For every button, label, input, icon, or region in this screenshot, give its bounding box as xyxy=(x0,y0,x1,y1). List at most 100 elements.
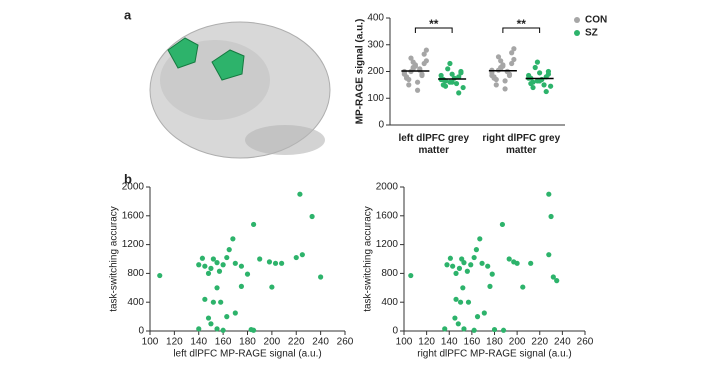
data-point xyxy=(543,88,549,95)
data-point xyxy=(238,263,245,269)
data-point xyxy=(214,285,220,291)
data-point xyxy=(297,191,303,197)
data-point xyxy=(479,260,485,266)
y-tick-label: 1600 xyxy=(122,210,145,221)
data-point xyxy=(481,310,487,316)
y-tick-label: 1600 xyxy=(376,210,399,221)
data-point xyxy=(438,72,444,79)
x-tick-label: left dlPFC grey matter xyxy=(398,133,470,156)
data-point xyxy=(293,254,299,261)
data-point xyxy=(220,262,226,268)
data-point xyxy=(546,252,552,258)
data-point xyxy=(520,284,526,290)
data-point xyxy=(250,221,257,228)
data-point xyxy=(279,260,285,266)
y-tick-label: 200 xyxy=(367,66,384,77)
data-point xyxy=(500,63,506,69)
data-point xyxy=(506,256,512,262)
data-point xyxy=(534,59,541,65)
y-tick-label: 400 xyxy=(127,297,144,308)
data-point xyxy=(458,70,464,76)
data-point xyxy=(157,272,163,279)
data-point xyxy=(548,83,554,89)
y-tick-label: 100 xyxy=(367,93,384,104)
data-point xyxy=(511,46,517,52)
x-tick-label: 160 xyxy=(464,337,481,348)
data-point xyxy=(220,327,226,333)
x-tick-label: 240 xyxy=(554,337,571,348)
data-point xyxy=(224,314,230,320)
data-point xyxy=(417,66,423,72)
x-tick-label: 140 xyxy=(190,337,207,348)
y-tick-label: 2000 xyxy=(122,182,145,193)
y-tick-label: 300 xyxy=(367,39,384,50)
data-point xyxy=(502,78,508,84)
data-point xyxy=(299,252,305,258)
data-point xyxy=(545,71,552,77)
y-axis-label: task-switching accuracy xyxy=(363,206,374,312)
data-point xyxy=(406,82,412,88)
data-point xyxy=(272,260,279,266)
y-axis-label: task-switching accuracy xyxy=(109,206,120,312)
data-point xyxy=(414,87,421,93)
data-point xyxy=(477,236,483,242)
significance-label: ** xyxy=(517,17,527,31)
data-point xyxy=(205,270,212,276)
x-tick-label: 260 xyxy=(337,337,354,348)
legend-marker xyxy=(574,17,580,23)
data-point xyxy=(464,268,470,274)
data-point xyxy=(473,247,479,253)
x-tick-label: 160 xyxy=(215,337,232,348)
data-point xyxy=(442,326,448,332)
y-tick-label: 800 xyxy=(381,268,398,279)
data-point xyxy=(238,283,245,289)
data-point xyxy=(202,296,208,302)
x-tick-label: 100 xyxy=(142,337,159,348)
data-point xyxy=(224,254,230,261)
y-tick-label: 400 xyxy=(367,13,384,24)
y-tick-label: 2000 xyxy=(376,182,399,193)
data-point xyxy=(218,299,224,305)
data-point xyxy=(449,71,455,77)
y-axis-label: MP-RAGE signal (a.u.) xyxy=(355,19,366,125)
data-point xyxy=(216,268,223,274)
data-point xyxy=(199,255,206,261)
data-point xyxy=(449,79,455,85)
data-point xyxy=(410,59,416,65)
data-point xyxy=(210,256,216,262)
data-point xyxy=(474,314,481,320)
data-point xyxy=(214,260,220,266)
data-point xyxy=(460,285,466,291)
significance-label: ** xyxy=(429,17,439,31)
x-axis-label: right dlPFC MP-RAGE signal (a.u.) xyxy=(417,349,572,360)
data-point xyxy=(230,236,236,242)
data-point xyxy=(423,47,429,53)
data-point xyxy=(408,272,414,279)
data-point xyxy=(465,299,472,305)
data-point xyxy=(455,321,461,327)
data-point xyxy=(509,60,515,67)
x-tick-label: 200 xyxy=(264,337,281,348)
data-point xyxy=(232,310,238,316)
brain-render xyxy=(149,21,331,159)
data-point xyxy=(457,299,464,305)
data-point xyxy=(210,299,216,305)
data-point xyxy=(499,221,506,228)
data-point xyxy=(205,315,212,321)
y-tick-label: 800 xyxy=(127,268,144,279)
data-point xyxy=(244,271,251,277)
x-tick-label: 220 xyxy=(531,337,548,348)
data-point xyxy=(447,255,453,261)
data-point xyxy=(460,84,466,91)
data-point xyxy=(226,247,232,253)
data-point xyxy=(257,256,263,262)
data-point xyxy=(403,75,410,81)
y-tick-label: 0 xyxy=(138,326,144,337)
y-tick-label: 1200 xyxy=(122,239,145,250)
data-point xyxy=(202,263,208,269)
data-point xyxy=(414,79,421,85)
x-tick-label: 120 xyxy=(166,337,183,348)
data-point xyxy=(453,296,459,302)
data-point xyxy=(423,58,429,64)
